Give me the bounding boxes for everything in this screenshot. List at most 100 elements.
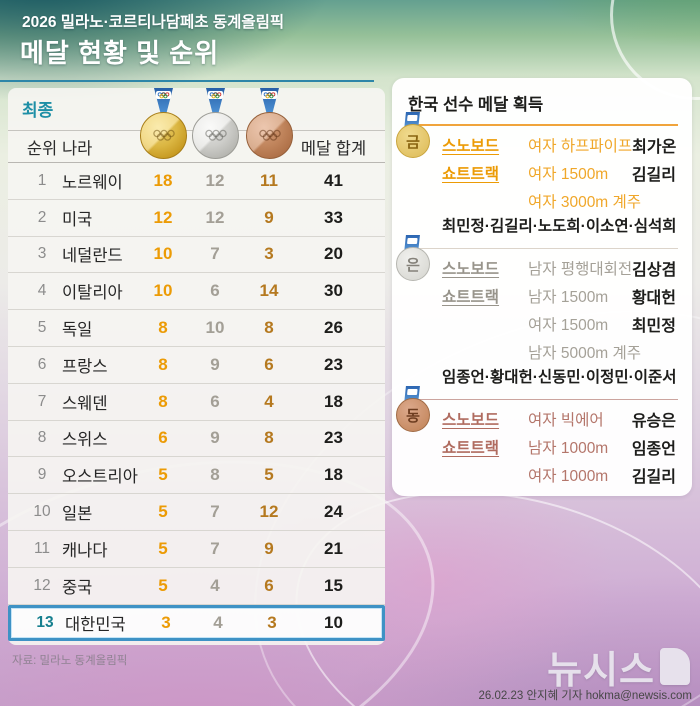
athlete-name: 황대헌 [631, 290, 676, 307]
table-row: 7 스웨덴 8 6 4 18 [8, 384, 385, 421]
silver-medal-icon [192, 88, 239, 160]
rank-cell: 5 [37, 319, 47, 337]
bronze-count: 3 [264, 244, 274, 264]
bronze-count: 14 [259, 281, 279, 301]
country-cell: 대한민국 [65, 615, 126, 634]
table-row: 2 미국 12 12 9 33 [8, 200, 385, 237]
country-cell: 스위스 [62, 431, 108, 450]
total-count: 18 [324, 391, 343, 411]
sport-label: 스노보드 [442, 261, 500, 278]
event-label: 여자 3000m 계주 [528, 194, 642, 211]
bronze-section: 동 스노보드 여자 빅에어 유승은 쇼트트랙 남자 1000m 임종언 여자 1… [396, 386, 678, 496]
badge-label: 은 [396, 247, 430, 281]
gold-count: 6 [158, 428, 168, 448]
event-label: 여자 빅에어 [528, 412, 604, 429]
total-count: 20 [324, 244, 343, 264]
sport-label: 쇼트트랙 [442, 440, 500, 457]
medal-entry: 여자 1500m 최민정 [442, 310, 676, 338]
medal-entry: 여자 1000m 김길리 [442, 461, 676, 489]
country-cell: 미국 [62, 210, 93, 229]
silver-count: 7 [210, 538, 220, 558]
bronze-count: 4 [264, 391, 274, 411]
bronze-count: 6 [264, 575, 274, 595]
event-label: 남자 1000m [528, 440, 609, 457]
country-cell: 오스트리아 [62, 468, 138, 487]
rank-cell: 13 [36, 613, 54, 631]
silver-count: 7 [210, 244, 220, 264]
table-row: 12 중국 5 4 6 15 [8, 568, 385, 605]
country-cell: 캐나다 [62, 541, 108, 560]
sport-label: 쇼트트랙 [442, 166, 500, 183]
medal-entry: 스노보드 여자 하프파이프 최가온 [442, 131, 676, 159]
silver-badge-icon: 은 [396, 233, 436, 285]
sport-label: 스노보드 [442, 412, 500, 429]
panel-title: 한국 선수 메달 획득 [408, 96, 544, 114]
silver-count: 4 [213, 612, 223, 632]
athlete-name: 김상겸 [632, 262, 677, 279]
total-count: 30 [324, 281, 343, 301]
table-row: 9 오스트리아 5 8 5 18 [8, 457, 385, 495]
silver-count: 7 [210, 502, 220, 522]
silver-count: 10 [205, 318, 225, 338]
country-cell: 스웨덴 [62, 394, 108, 413]
event-label: 여자 1500m [528, 166, 609, 183]
event-label: 여자 1000m [528, 468, 609, 485]
event-label: 남자 5000m 계주 [528, 345, 642, 362]
athlete-name: 김길리 [631, 167, 676, 184]
gold-count: 5 [158, 575, 168, 595]
total-column-header: 메달 합계 [300, 140, 367, 158]
silver-count: 4 [210, 575, 220, 595]
silver-count: 8 [210, 465, 220, 485]
country-cell: 노르웨이 [62, 173, 123, 192]
total-count: 15 [324, 575, 343, 595]
newsis-logo-block-icon [660, 648, 690, 685]
medal-entry: 여자 3000m 계주 [442, 187, 676, 215]
olympic-rings-icon [156, 91, 171, 99]
final-status-label: 최종 [22, 101, 54, 120]
newsis-logo-text: 뉴시스 [547, 650, 655, 692]
event-label: 남자 평행대회전 [528, 261, 633, 278]
table-row-korea-highlighted: 13 대한민국 3 4 3 10 [8, 604, 385, 642]
rank-cell: 3 [37, 245, 47, 263]
total-count: 23 [324, 428, 343, 448]
rank-cell: 12 [33, 576, 51, 594]
rank-cell: 11 [33, 539, 51, 557]
gold-medal-icon [140, 88, 187, 160]
athlete-name: 최민정 [631, 318, 676, 335]
bronze-medal-icon [246, 88, 293, 160]
korea-medals-panel: 한국 선수 메달 획득 금 스노보드 여자 하프파이프 최가온 쇼트트랙 여자 … [392, 78, 692, 496]
gold-section: 금 스노보드 여자 하프파이프 최가온 쇼트트랙 여자 1500m 김길리 여자… [396, 112, 678, 248]
table-rows: 1 노르웨이 18 12 11 41 2 미국 12 12 9 33 3 네덜란드 10 7 3 20 4 이탈… [8, 163, 385, 642]
table-row: 8 스위스 6 9 8 23 [8, 421, 385, 458]
athlete-name: 김길리 [631, 469, 676, 486]
total-count: 41 [324, 170, 343, 190]
badge-label: 동 [396, 398, 430, 432]
engraved-rings-icon [204, 129, 227, 141]
bronze-count: 5 [264, 465, 274, 485]
rank-cell: 8 [37, 429, 47, 447]
olympic-rings-icon [208, 91, 223, 99]
rank-cell: 4 [37, 282, 47, 300]
medal-entry: 스노보드 여자 빅에어 유승은 [442, 405, 676, 433]
total-count: 33 [324, 207, 343, 227]
relay-team-names: 최민정·김길리·노도희·이소연·심석희 [442, 218, 677, 235]
event-label: 여자 하프파이프 [528, 138, 633, 155]
country-cell: 일본 [62, 505, 93, 524]
rank-cell: 2 [37, 208, 47, 226]
table-row: 3 네덜란드 10 7 3 20 [8, 237, 385, 274]
page-title: 메달 현황 및 순위 [20, 38, 220, 68]
athlete-name: 최가온 [632, 139, 677, 156]
gold-count: 8 [158, 354, 168, 374]
gold-count: 8 [158, 318, 168, 338]
gold-medal-disc [140, 112, 187, 159]
athlete-name: 임종언 [631, 441, 676, 458]
rank-cell: 9 [37, 466, 47, 484]
medal-entry: 남자 5000m 계주 [442, 338, 676, 366]
rank-cell: 7 [37, 392, 47, 410]
silver-count: 12 [205, 207, 225, 227]
country-cell: 프랑스 [62, 357, 108, 376]
gold-count: 3 [161, 612, 171, 632]
table-column-headers: 순위 나라 메달 합계 [8, 132, 385, 162]
rank-cell: 10 [33, 503, 51, 521]
rank-cell: 6 [37, 355, 47, 373]
